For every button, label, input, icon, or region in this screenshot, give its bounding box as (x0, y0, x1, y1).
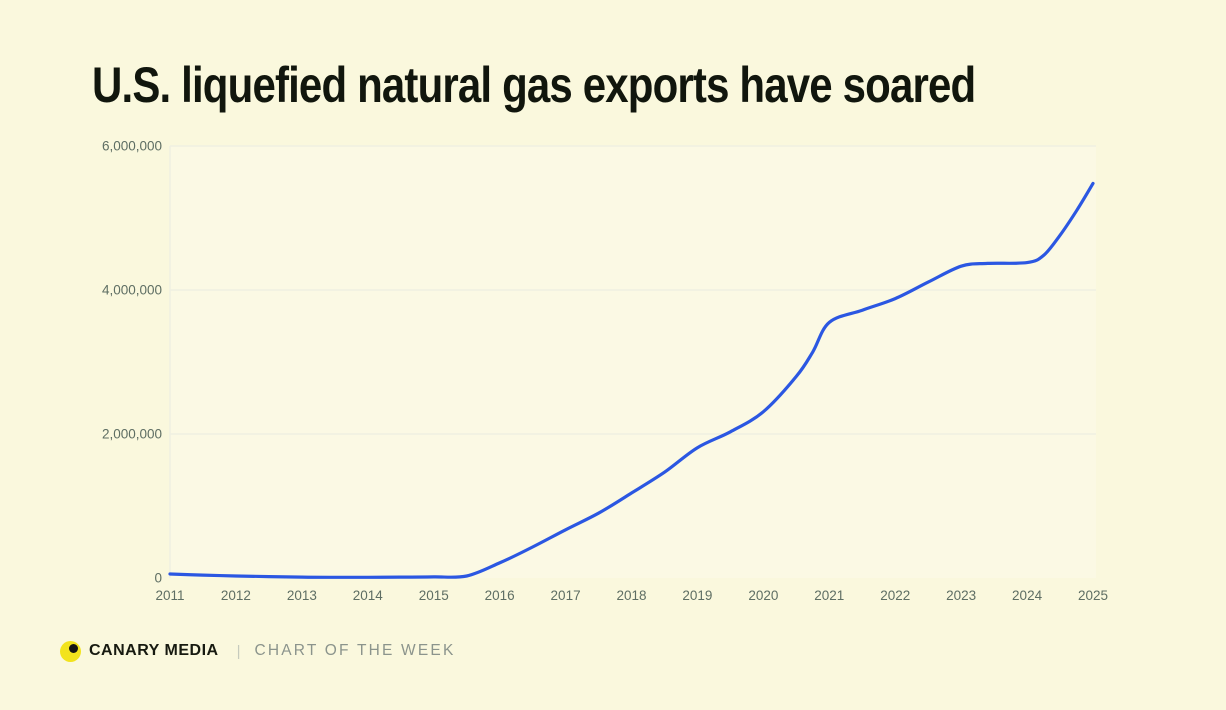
logo-dot (69, 644, 78, 653)
footer-separator: | (236, 642, 241, 660)
x-tick-label: 2018 (616, 588, 646, 603)
brand-name: CANARY MEDIA (89, 642, 219, 659)
y-tick-label: 6,000,000 (102, 139, 162, 154)
x-tick-label: 2025 (1078, 588, 1108, 603)
y-tick-label: 0 (154, 571, 162, 586)
chart-title: U.S. liquefied natural gas exports have … (92, 57, 976, 113)
x-tick-label: 2017 (551, 588, 581, 603)
plot-area (170, 146, 1096, 578)
x-tick-label: 2015 (419, 588, 449, 603)
x-tick-label: 2024 (1012, 588, 1043, 603)
footer-tagline: CHART OF THE WEEK (254, 642, 456, 659)
x-tick-label: 2014 (353, 588, 384, 603)
x-tick-label: 2021 (814, 588, 844, 603)
y-tick-label: 2,000,000 (102, 427, 162, 442)
x-tick-label: 2019 (682, 588, 712, 603)
x-tick-label: 2020 (748, 588, 778, 603)
x-tick-label: 2011 (155, 588, 184, 603)
x-tick-label: 2022 (880, 588, 910, 603)
exports-trend-line (168, 181, 1095, 579)
canary-media-logo-icon (60, 640, 81, 662)
x-tick-label: 2023 (946, 588, 976, 603)
x-tick-label: 2012 (221, 588, 251, 603)
x-tick-label: 2013 (287, 588, 317, 603)
x-tick-label: 2016 (485, 588, 515, 603)
footer: CANARY MEDIA | CHART OF THE WEEK (60, 639, 456, 663)
y-tick-label: 4,000,000 (102, 283, 162, 298)
